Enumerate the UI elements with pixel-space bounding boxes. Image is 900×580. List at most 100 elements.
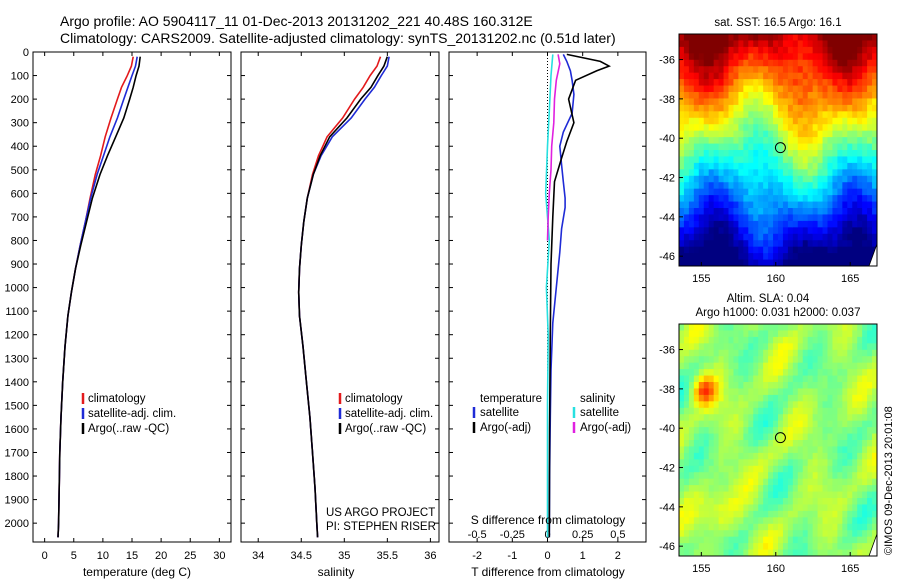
heatmap-cell [748,137,754,145]
heatmap-cell [857,356,863,364]
legend-label: Argo(-adj) [580,422,631,434]
heatmap-cell [852,111,858,119]
heatmap-cell [842,259,848,266]
heatmap-cell [688,478,695,486]
heatmap-cell [758,169,764,177]
heatmap-cell [857,543,863,551]
heatmap-cell [872,440,877,448]
heatmap-cell [792,66,799,74]
heatmap-cell [872,182,877,190]
heatmap-cell [679,46,685,54]
heatmap-cell [738,452,744,460]
heatmap-cell [708,498,715,506]
heatmap-cell [738,46,744,54]
heatmap-cell [852,59,858,67]
heatmap-cell [782,549,789,556]
heatmap-cell [852,498,858,506]
heatmap-cell [837,253,843,261]
heatmap-cell [847,491,853,499]
heatmap-cell [723,79,730,87]
heatmap-cell [852,536,858,544]
heatmap-cell [703,369,710,377]
heatmap-cell [782,175,789,183]
heatmap-cell [733,382,739,390]
heatmap-cell [733,446,739,454]
heatmap-cell [847,543,853,551]
heatmap-cell [802,388,809,396]
heatmap-cell [728,472,735,480]
heatmap-cell [703,388,710,396]
heatmap-cell [787,253,794,261]
heatmap-cell [782,427,789,435]
legend-label: climatology [345,393,403,405]
heatmap-cell [872,201,877,209]
heatmap-cell [693,485,700,493]
heatmap-cell [832,465,838,473]
heatmap-cell [698,530,705,538]
heatmap-cell [827,472,834,480]
heatmap-cell [787,530,794,538]
heatmap-cell [738,40,744,48]
heatmap-cell [807,182,814,190]
heatmap-cell [768,195,774,203]
heatmap-cell [792,491,799,499]
heatmap-cell [718,375,725,383]
heatmap-cell [688,543,695,551]
heatmap-cell [748,162,754,170]
heatmap-cell [743,349,749,357]
heatmap-cell [679,195,685,203]
heatmap-cell [822,253,829,261]
heatmap-cell [847,414,853,422]
heatmap-cell [812,150,819,158]
heatmap-cell [723,530,730,538]
heatmap-cell [753,459,759,467]
heatmap-cell [787,59,794,67]
y-tick-label: -44 [659,502,675,514]
heatmap-cell [773,407,779,415]
heatmap-cell [693,46,700,54]
heatmap-cell [822,156,829,164]
heatmap-cell [832,517,838,525]
heatmap-cell [758,214,764,222]
heatmap-cell [867,220,873,228]
heatmap-cell [872,72,877,80]
heatmap-cell [792,388,799,396]
heatmap-cell [797,79,804,87]
heatmap-cell [867,343,873,351]
heatmap-cell [743,427,749,435]
heatmap-cell [758,414,764,422]
heatmap-cell [842,446,848,454]
heatmap-cell [738,459,744,467]
heatmap-cell [708,472,715,480]
heatmap-cell [763,111,769,119]
heatmap-cell [698,162,705,170]
heatmap-cell [683,137,690,145]
heatmap-cell [713,240,720,248]
heatmap-cell [743,156,749,164]
heatmap-cell [807,214,814,222]
heatmap-cell [698,201,705,209]
heatmap-cell [807,440,814,448]
heatmap-cell [842,375,848,383]
heatmap-cell [862,420,868,428]
plot-frame [240,51,440,543]
heatmap-cell [832,401,838,409]
heatmap-cell [842,150,848,158]
heatmap-cell [832,420,838,428]
heatmap-cell [832,543,838,551]
heatmap-cell [683,369,690,377]
heatmap-cell [768,427,774,435]
heatmap-cell [693,72,700,80]
heatmap-cell [857,446,863,454]
heatmap-cell [778,498,784,506]
heatmap-cell [822,104,829,112]
heatmap-cell [797,124,804,132]
heatmap-cell [733,53,739,61]
heatmap-cell [782,362,789,370]
heatmap-cell [738,104,744,112]
heatmap-cell [748,369,754,377]
x-top-tick-label: -0.25 [500,529,525,541]
heatmap-cell [748,491,754,499]
heatmap-cell [872,143,877,151]
heatmap-cell [708,66,715,74]
